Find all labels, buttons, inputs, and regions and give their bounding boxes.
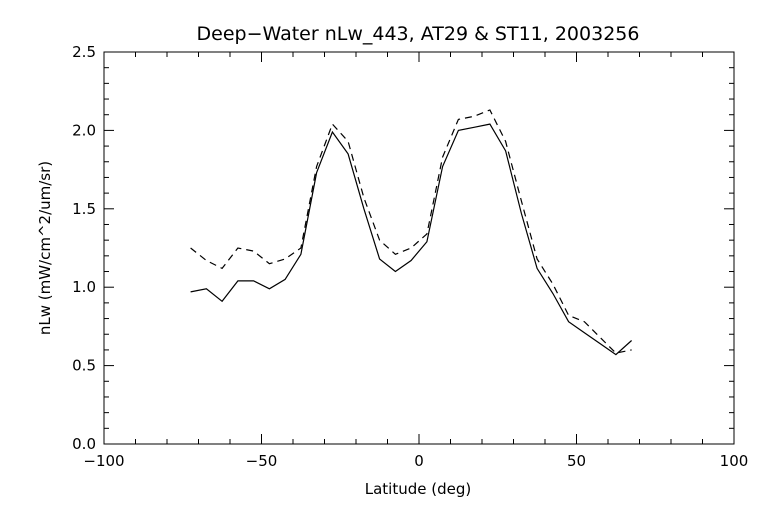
y-tick-label: 1.5 xyxy=(72,200,96,218)
chart-title: Deep−Water nLw_443, AT29 & ST11, 2003256 xyxy=(197,23,640,45)
y-tick-label: 0.5 xyxy=(72,357,96,375)
plot-frame xyxy=(103,51,735,445)
x-tick-label: 50 xyxy=(567,452,586,470)
x-tick-label: −50 xyxy=(246,452,278,470)
x-tick-label: 100 xyxy=(720,452,749,470)
y-axis-ticks: 0.0 0.5 1.0 1.5 2.0 2.5 xyxy=(72,43,734,453)
series-line-solid xyxy=(190,123,633,356)
x-tick-label: −100 xyxy=(83,452,124,470)
y-tick-label: 2.0 xyxy=(72,121,96,139)
x-axis-ticks: −100 −50 0 50 100 xyxy=(83,52,748,470)
x-axis-label: Latitude (deg) xyxy=(365,480,471,498)
series-layer xyxy=(190,109,633,356)
y-tick-label: 0.0 xyxy=(72,435,96,453)
y-tick-label: 2.5 xyxy=(72,43,96,61)
x-tick-label: 0 xyxy=(414,452,424,470)
y-axis-label: nLw (mW/cm^2/um/sr) xyxy=(36,161,54,335)
y-tick-label: 1.0 xyxy=(72,278,96,296)
